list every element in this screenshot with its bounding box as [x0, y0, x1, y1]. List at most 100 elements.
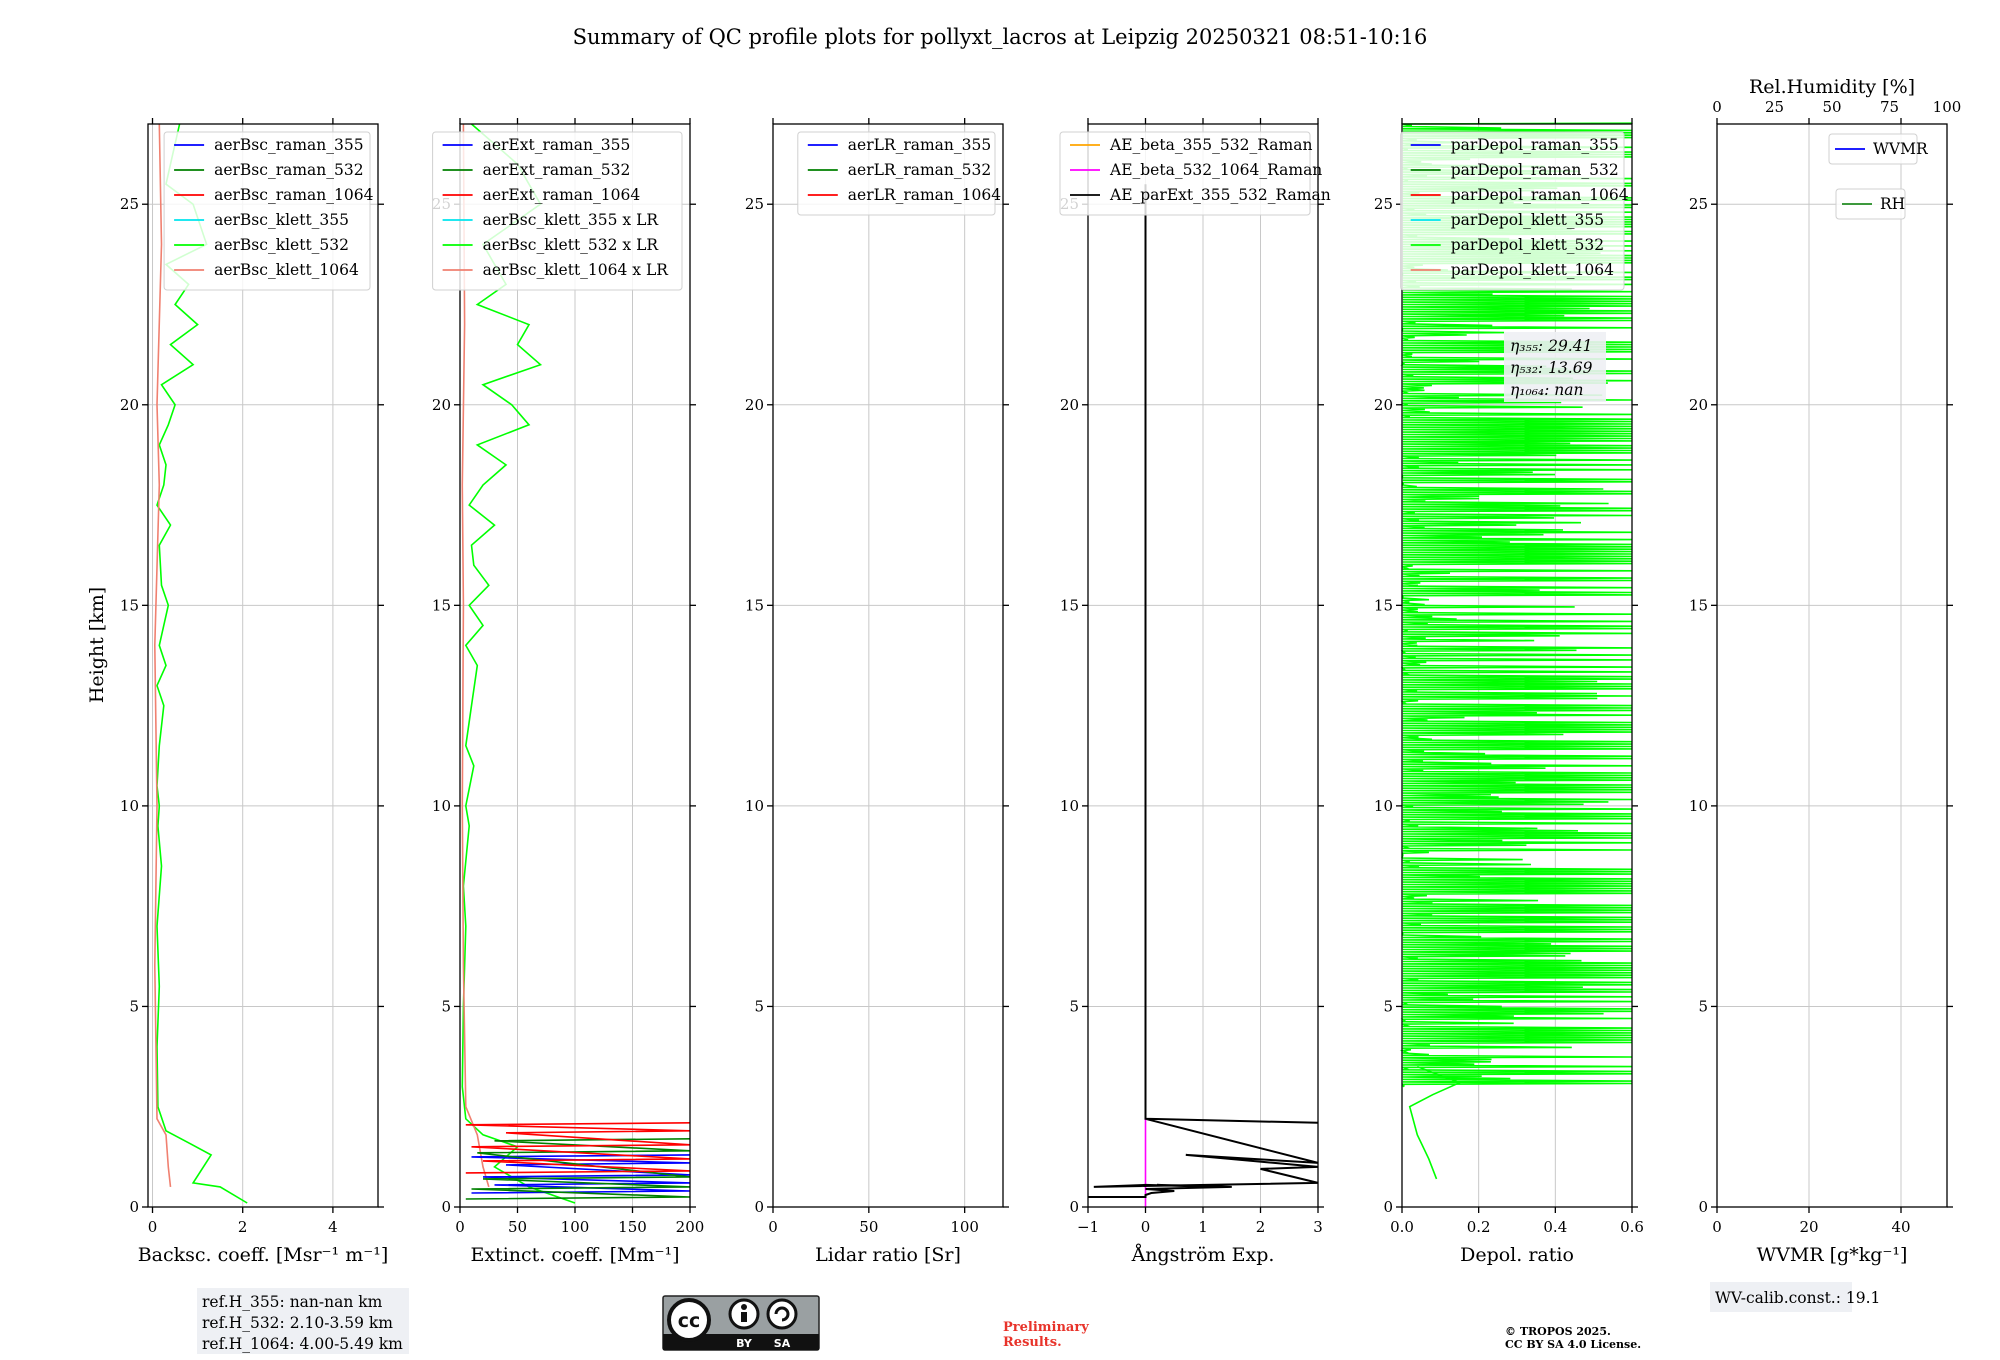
- legend-label: parDepol_klett_355: [1451, 211, 1604, 229]
- x-tick-label: 4: [328, 1218, 338, 1236]
- wv-calib-label: WV-calib.const.: 19.1: [1715, 1289, 1880, 1307]
- svg-text:cc: cc: [678, 1310, 701, 1332]
- copyright-line-1: © TROPOS 2025.: [1505, 1325, 1611, 1338]
- series-line-aerBsc_klett_1064 x LR: [461, 123, 490, 1188]
- x-tick-label: 0: [455, 1218, 465, 1236]
- eta-label: η₅₃₂: 13.69: [1510, 359, 1593, 377]
- legend-label: parDepol_klett_1064: [1451, 261, 1614, 279]
- x-axis-label: Ångström Exp.: [1131, 1244, 1275, 1266]
- axes-frame: [147, 123, 379, 1208]
- y-tick-label: 5: [1698, 997, 1708, 1015]
- legend-label: aerBsc_klett_1064 x LR: [483, 261, 670, 279]
- legend-label: aerBsc_raman_1064: [214, 186, 374, 204]
- legend-label: parDepol_raman_532: [1451, 161, 1619, 179]
- legend-label: aerLR_raman_1064: [848, 186, 1001, 204]
- y-tick-label: 25: [745, 195, 764, 213]
- panel-depolarization: 0.0 0.2 0.4 0.6 0 5 10 15 20 25 Depol. ratio parDep…: [1374, 118, 1644, 1266]
- y-tick-label: 15: [432, 596, 451, 614]
- legend-label: aerBsc_klett_355 x LR: [483, 211, 660, 229]
- panel-backscatter: 0 2 4 0 5 10 15 20 25 Backsc. coeff. [Msr⁻¹ m⁻¹] a…: [120, 118, 409, 1354]
- y-tick-label: 10: [1689, 797, 1708, 815]
- x-tick-label: 2: [1256, 1218, 1266, 1236]
- y-tick-label: 25: [120, 195, 139, 213]
- y-tick-label: 0: [1069, 1198, 1079, 1216]
- axes-frame: [1401, 123, 1633, 1208]
- x-axis-label: Lidar ratio [Sr]: [815, 1244, 961, 1266]
- y-tick-label: 5: [129, 997, 139, 1015]
- x-tick-label: 0.0: [1390, 1218, 1414, 1236]
- x-tick-label: 0: [1712, 1218, 1722, 1236]
- ref-height-label: ref.H_532: 2.10-3.59 km: [202, 1314, 393, 1332]
- legend-box: [797, 131, 996, 216]
- x-axis-label: WVMR [g*kg⁻¹]: [1757, 1244, 1908, 1266]
- y-tick-label: 0: [129, 1198, 139, 1216]
- figure-title: Summary of QC profile plots for pollyxt_…: [573, 25, 1428, 49]
- top-tick-label: 75: [1880, 98, 1899, 116]
- legend-label: AE_beta_355_532_Raman: [1109, 136, 1312, 154]
- panel-extinction: 0501001502000510152025Extinct. coeff. [M…: [432, 118, 704, 1266]
- legend-box: [1400, 131, 1625, 291]
- copyright-line-2: CC BY SA 4.0 License.: [1505, 1338, 1641, 1351]
- legend-label: aerLR_raman_532: [848, 161, 991, 179]
- legend-label: aerBsc_klett_355: [214, 211, 349, 229]
- legend-label: aerExt_raman_532: [483, 161, 631, 179]
- eta-label: η₁₀₆₄: nan: [1510, 381, 1584, 399]
- legend-label: aerBsc_klett_532 x LR: [483, 236, 660, 254]
- y-tick-label: 0: [754, 1198, 764, 1216]
- x-tick-label: 2: [238, 1218, 248, 1236]
- x-tick-label: 1: [1198, 1218, 1208, 1236]
- legend-label: RH: [1880, 195, 1905, 213]
- license-sa-label: SA: [774, 1337, 791, 1350]
- axes-frame: [1716, 123, 1948, 1208]
- y-tick-label: 10: [120, 797, 139, 815]
- license-badge[interactable]: cc BY SA: [662, 1295, 820, 1351]
- panel-lidar-ratio: 0 50 100 0 5 10 15 20 25 Lidar ratio [Sr] aerLR_ra…: [745, 118, 1009, 1266]
- x-tick-label: 0.6: [1620, 1218, 1644, 1236]
- panel-wvmr: 0 20 40 0 5 10 15 20 25 WVMR [g*kg⁻¹] 0 25 50 75 100 Re…: [1689, 76, 1961, 1312]
- x-tick-label: 0.2: [1467, 1218, 1491, 1236]
- x-axis-label: Depol. ratio: [1460, 1244, 1574, 1266]
- x-tick-label: 200: [676, 1218, 705, 1236]
- y-tick-label: 5: [1069, 997, 1079, 1015]
- top-tick-label: 50: [1822, 98, 1841, 116]
- ref-height-label: ref.H_355: nan-nan km: [202, 1293, 383, 1311]
- top-tick-label: 25: [1765, 98, 1784, 116]
- x-tick-label: 3: [1313, 1218, 1323, 1236]
- y-tick-label: 10: [1060, 797, 1079, 815]
- x-tick-label: −1: [1077, 1218, 1099, 1236]
- legend-label: aerBsc_klett_532: [214, 236, 349, 254]
- legend-box: [1828, 133, 1918, 165]
- y-tick-label: 10: [745, 797, 764, 815]
- x-axis-label: Extinct. coeff. [Mm⁻¹]: [470, 1244, 679, 1266]
- legend-box: [432, 131, 683, 291]
- series-line-aerExt_raman_1064: [465, 1122, 691, 1174]
- legend-label: parDepol_klett_532: [1451, 236, 1604, 254]
- y-tick-label: 20: [1374, 396, 1393, 414]
- y-tick-label: 15: [1689, 596, 1708, 614]
- y-tick-label: 20: [120, 396, 139, 414]
- y-tick-label: 25: [1374, 195, 1393, 213]
- top-axis-label: Rel.Humidity [%]: [1749, 76, 1915, 98]
- x-tick-label: 100: [561, 1218, 590, 1236]
- y-tick-label: 15: [1374, 596, 1393, 614]
- y-tick-label: 15: [1060, 596, 1079, 614]
- y-tick-label: 0: [441, 1198, 451, 1216]
- x-tick-label: 50: [508, 1218, 527, 1236]
- y-tick-label: 0: [1383, 1198, 1393, 1216]
- x-tick-label: 20: [1799, 1218, 1818, 1236]
- y-tick-label: 20: [1060, 396, 1079, 414]
- y-tick-label: 20: [1689, 396, 1708, 414]
- series-line-AE_parExt_355_532_Raman: [1088, 184, 1319, 1198]
- legend-label: aerBsc_raman_355: [214, 136, 364, 154]
- legend-label: AE_beta_532_1064_Raman: [1109, 161, 1322, 179]
- legend-label: parDepol_raman_355: [1451, 136, 1619, 154]
- y-tick-label: 5: [1383, 997, 1393, 1015]
- legend-label: aerExt_raman_1064: [483, 186, 641, 204]
- y-tick-label: 10: [1374, 797, 1393, 815]
- ref-height-box: [197, 1288, 409, 1354]
- axes-frame: [772, 123, 1004, 1208]
- legend-label: aerBsc_klett_1064: [214, 261, 359, 279]
- ref-height-label: ref.H_1064: 4.00-5.49 km: [202, 1335, 403, 1353]
